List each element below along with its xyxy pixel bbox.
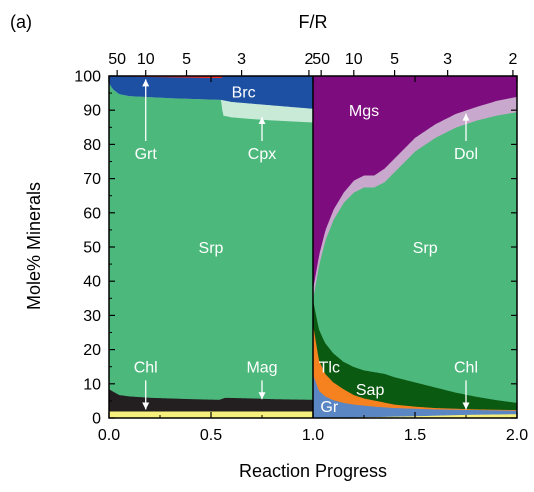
mineral-label-dol: Dol [454, 146, 478, 163]
annotation-arrowhead [258, 392, 266, 400]
annotations: Brc Grt Cpx Srp Chl Mag Mgs Dol Srp Chl Tlc Sap Gr [134, 79, 478, 416]
mineral-label-chl: Chl [134, 360, 158, 377]
top-tick-label: 50 [108, 51, 126, 68]
annotation-arrowhead [462, 402, 470, 410]
x-tick-label: 0.5 [200, 427, 222, 444]
top-tick-label: 10 [345, 51, 363, 68]
y-tick-label: 10 [83, 376, 101, 393]
y-tick-label: 80 [83, 137, 101, 154]
mineral-label-brc: Brc [232, 84, 256, 101]
top-tick-label: 5 [390, 51, 399, 68]
x-tick-label: 0.0 [98, 427, 120, 444]
x-tick-label: 1.0 [302, 427, 324, 444]
y-tick-label: 50 [83, 240, 101, 257]
y-tick-label: 70 [83, 171, 101, 188]
mineral-label-mgs: Mgs [349, 103, 379, 120]
top-axis-title: F/R [299, 12, 328, 32]
mineral-label-tlc: Tlc [319, 360, 340, 377]
x-tick-label: 2.0 [506, 427, 528, 444]
top-tick-label: 5 [182, 51, 191, 68]
panel-label: (a) [10, 12, 32, 32]
x-axis-title: Reaction Progress [239, 461, 387, 481]
mineral-label-sap: Sap [356, 382, 385, 399]
annotation-arrowhead [258, 117, 266, 125]
annotation-arrowhead [142, 402, 150, 410]
top-tick-label: 3 [237, 51, 246, 68]
y-tick-label: 0 [92, 411, 101, 428]
top-tick-label: 2 [304, 51, 313, 68]
y-axis-title: Mole% Minerals [24, 182, 44, 310]
mineral-label-chl: Chl [454, 360, 478, 377]
axes: 0.0 0.5 1.0 1.5 2.0 0 10 20 30 40 50 60 70 80 90 100 50 1… [74, 51, 528, 444]
y-tick-label: 90 [83, 103, 101, 120]
mineral-label-gr: Gr [320, 399, 338, 416]
top-tick-label: 2 [508, 51, 517, 68]
x-tick-label: 1.5 [404, 427, 426, 444]
mineral-label-srp: Srp [413, 240, 438, 257]
top-tick-label: 10 [137, 51, 155, 68]
y-tick-label: 100 [74, 69, 101, 86]
mineral-label-cpx: Cpx [248, 146, 276, 163]
mineral-label-srp: Srp [199, 240, 224, 257]
annotation-arrowhead [462, 113, 470, 121]
y-tick-label: 30 [83, 308, 101, 325]
y-tick-label: 20 [83, 342, 101, 359]
top-tick-label: 3 [443, 51, 452, 68]
mineral-label-mag: Mag [246, 360, 277, 377]
top-tick-label: 50 [312, 51, 330, 68]
mineral-label-grt: Grt [135, 146, 158, 163]
y-tick-label: 40 [83, 274, 101, 291]
annotation-arrowhead [142, 79, 150, 87]
y-tick-label: 60 [83, 205, 101, 222]
